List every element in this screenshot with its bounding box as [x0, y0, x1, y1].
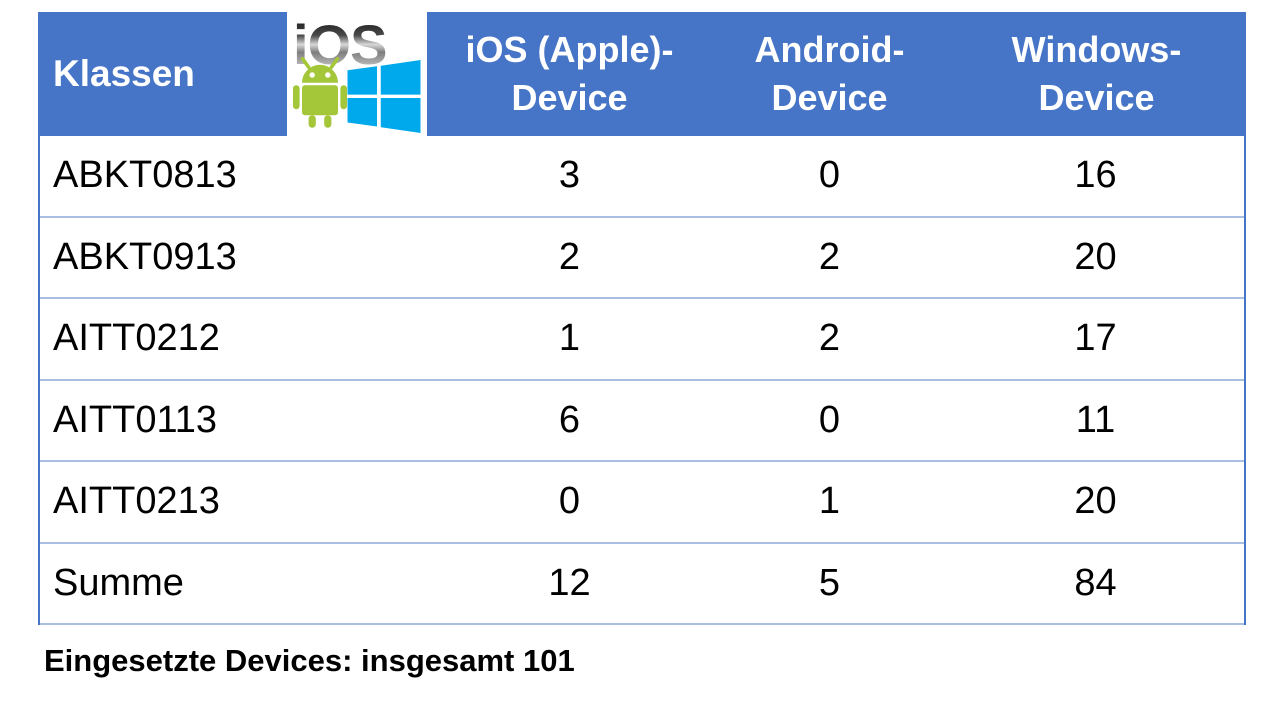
ios-count-cell: 2 [558, 235, 581, 278]
klassen-header-label: Klassen [53, 53, 195, 94]
android-count-cell: 1 [818, 480, 841, 523]
klasse-cell: AITT0212 [53, 317, 220, 360]
android-count-cell: 2 [818, 317, 841, 360]
table-body: ABKT0813 3 0 16 ABKT0913 2 2 20 AITT0212… [38, 136, 1246, 625]
klasse-cell: ABKT0813 [53, 154, 237, 197]
windows-count-cell: 16 [1074, 154, 1117, 197]
windows-header-line2: Device [1038, 77, 1155, 118]
table-row: AITT0113 6 0 11 [40, 381, 1244, 462]
android-count-cell: 2 [818, 235, 841, 278]
windows-count-cell: 84 [1074, 561, 1117, 604]
windows-flag-icon [347, 60, 421, 133]
ios-count-cell: 6 [558, 398, 581, 441]
ios-count-cell: 3 [558, 154, 581, 197]
android-header-line1: Android- [754, 29, 905, 71]
total-devices-caption: Eingesetzte Devices: insgesamt 101 [44, 643, 575, 678]
android-robot-icon [293, 57, 347, 128]
android-count-cell: 0 [818, 398, 841, 441]
table-row: ABKT0913 2 2 20 [40, 218, 1244, 299]
windows-count-cell: 20 [1074, 235, 1117, 278]
devices-table: Klassen iOS [38, 12, 1246, 625]
android-count-cell: 0 [818, 154, 841, 197]
windows-count-cell: 17 [1074, 317, 1117, 360]
ios-header-line2: Device [511, 77, 628, 118]
android-count-cell: 5 [818, 561, 841, 604]
header-cell-ios: iOS (Apple)- Device [427, 12, 712, 136]
table-row-summe: Summe 12 5 84 [40, 544, 1244, 625]
windows-count-cell: 20 [1074, 480, 1117, 523]
ios-count-cell: 1 [558, 317, 581, 360]
windows-header-line1: Windows- [1011, 29, 1182, 71]
header-cell-klassen: Klassen [38, 12, 287, 136]
table-header-row: Klassen iOS [38, 12, 1246, 136]
header-cell-windows: Windows- Device [947, 12, 1246, 136]
windows-count-cell: 11 [1075, 398, 1116, 441]
klasse-cell: Summe [53, 561, 184, 604]
ios-count-cell: 12 [548, 561, 591, 604]
ios-header-line1: iOS (Apple)- [465, 29, 674, 71]
table-row: ABKT0813 3 0 16 [40, 136, 1244, 218]
table-row: AITT0213 0 1 20 [40, 462, 1244, 544]
header-cell-logos: iOS [287, 12, 427, 136]
table-row: AITT0212 1 2 17 [40, 299, 1244, 381]
android-header-line2: Device [771, 77, 888, 118]
klasse-cell: AITT0113 [53, 398, 218, 441]
header-cell-android: Android- Device [712, 12, 947, 136]
klasse-cell: ABKT0913 [53, 235, 237, 278]
ios-count-cell: 0 [558, 480, 581, 523]
klasse-cell: AITT0213 [53, 480, 220, 523]
